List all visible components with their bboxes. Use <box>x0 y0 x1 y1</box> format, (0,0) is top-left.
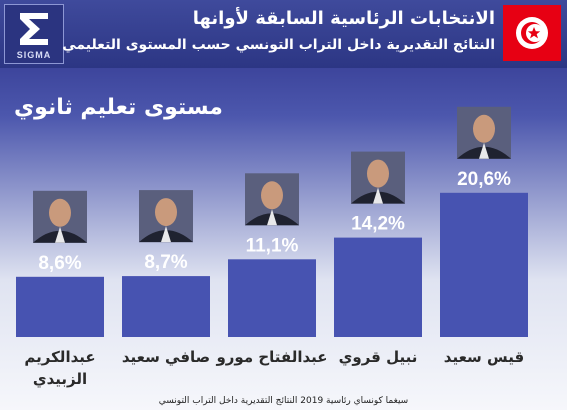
logo-text: SIGMA <box>16 50 52 60</box>
bar-1 <box>16 276 104 337</box>
bar-4 <box>334 237 422 337</box>
bar-2 <box>122 276 210 337</box>
bar-3 <box>228 259 316 337</box>
sigma-logo-icon <box>20 13 48 45</box>
category-label-5: قيس سعيد <box>444 348 524 366</box>
candidate-photo-2 <box>139 190 193 243</box>
value-label-2: 8,7% <box>144 252 187 273</box>
candidate-photo-3 <box>245 173 299 226</box>
candidate-photo-4 <box>351 151 405 204</box>
value-label-4: 14,2% <box>351 214 405 235</box>
category-label-4: نبيل قروي <box>339 348 418 367</box>
education-level-label: مستوى تعليم ثانوي <box>14 95 223 120</box>
bar-5 <box>440 192 528 337</box>
page-subtitle: النتائج التقديرية داخل التراب التونسي حس… <box>62 37 495 53</box>
category-label-1: الزبيدي <box>33 370 87 389</box>
footer-caption: سيغما كونساي رئاسية 2019 النتائج التقدير… <box>158 396 409 406</box>
value-label-1: 8,6% <box>38 253 81 274</box>
candidate-photo-5 <box>457 106 511 159</box>
category-label-3: عبدالفتاح مورو <box>215 348 327 366</box>
page-title: الانتخابات الرئاسية السابقة لأوانها <box>192 8 495 29</box>
value-label-5: 20,6% <box>457 169 511 190</box>
category-label-2: صافي سعيد <box>122 348 210 366</box>
header-banner: SIGMA الانتخابات الرئاسية السابقة لأوانه… <box>0 0 567 68</box>
category-label-1: عبدالكريم <box>24 348 95 366</box>
sigma-logo: SIGMA <box>4 4 64 64</box>
candidate-photo-1 <box>33 190 87 243</box>
value-label-3: 11,1% <box>246 235 299 256</box>
tunisia-flag-icon <box>503 5 561 61</box>
